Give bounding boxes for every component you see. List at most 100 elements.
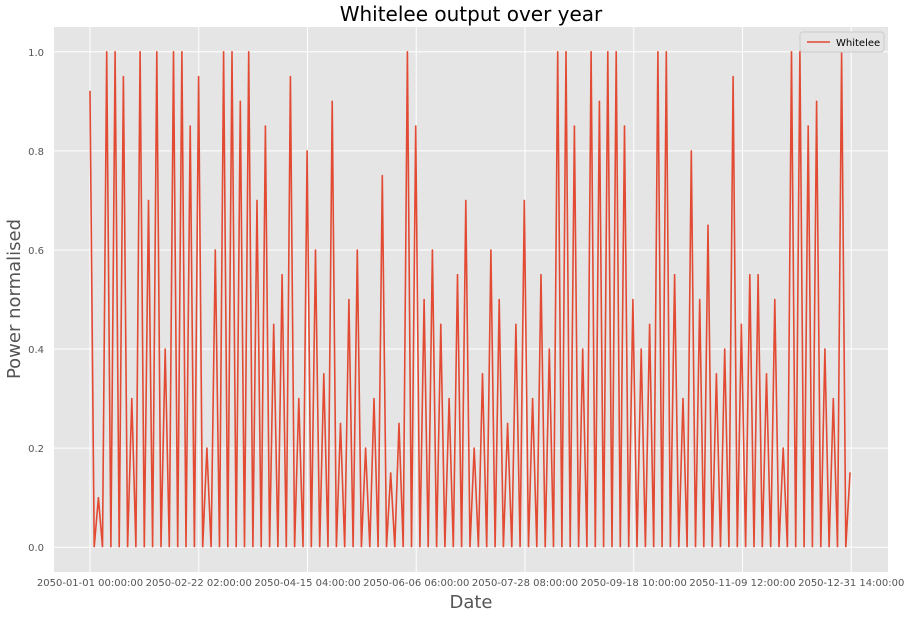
x-tick-label: 2050-12-31 14:00:00 xyxy=(798,578,904,589)
data-point xyxy=(289,75,292,78)
data-point xyxy=(298,397,300,400)
data-point xyxy=(657,51,659,53)
data-point xyxy=(239,100,242,103)
chart-title: Whitelee output over year xyxy=(340,2,603,26)
series-layer xyxy=(89,51,851,548)
data-point xyxy=(105,51,108,53)
data-point xyxy=(414,125,417,127)
data-point xyxy=(782,447,784,449)
data-point xyxy=(214,249,217,251)
data-point xyxy=(732,75,734,78)
data-point xyxy=(89,90,91,93)
data-point xyxy=(556,51,559,53)
y-tick-label: 0.6 xyxy=(28,246,44,257)
data-point xyxy=(189,125,191,127)
data-point xyxy=(231,51,233,53)
data-point xyxy=(565,51,567,53)
data-point xyxy=(131,397,133,400)
data-point xyxy=(423,298,425,301)
data-point xyxy=(389,472,392,474)
x-tick-label: 2050-09-18 10:00:00 xyxy=(581,578,687,589)
data-point xyxy=(774,298,776,301)
data-point xyxy=(122,75,125,78)
data-point xyxy=(690,150,693,152)
y-tick-label: 0.4 xyxy=(28,345,44,356)
data-point xyxy=(506,422,509,425)
data-point xyxy=(314,249,317,251)
data-point xyxy=(648,323,651,326)
data-point xyxy=(381,174,384,177)
data-point xyxy=(498,298,501,301)
data-point xyxy=(723,348,726,350)
data-point xyxy=(531,397,534,400)
x-tick-labels: 2050-01-01 00:00:00 2050-02-22 02:00:00 20… xyxy=(37,578,904,589)
data-point xyxy=(164,348,166,350)
data-point xyxy=(456,273,459,276)
data-point xyxy=(607,51,609,53)
data-point xyxy=(206,447,208,449)
data-point xyxy=(247,51,250,53)
data-point xyxy=(815,100,818,103)
data-point xyxy=(632,298,634,301)
data-point xyxy=(181,51,183,53)
data-point xyxy=(272,323,275,326)
data-point xyxy=(465,199,467,202)
data-point xyxy=(172,51,175,53)
data-point xyxy=(147,199,150,202)
data-point xyxy=(406,51,409,53)
data-point xyxy=(640,348,642,350)
data-point xyxy=(682,397,684,400)
series-line-whitelee xyxy=(89,51,851,548)
data-point xyxy=(256,199,258,202)
data-point xyxy=(373,397,375,400)
y-tick-labels: 0.0 0.2 0.4 0.6 0.8 1.0 xyxy=(28,48,44,554)
y-tick-label: 0.2 xyxy=(28,444,44,455)
data-point xyxy=(139,51,141,53)
data-point xyxy=(581,348,584,350)
data-point xyxy=(807,125,809,127)
data-point xyxy=(540,273,542,276)
data-point xyxy=(765,373,768,375)
data-point xyxy=(222,51,225,53)
data-point xyxy=(481,373,484,375)
data-point xyxy=(698,298,701,301)
data-point xyxy=(264,125,267,127)
data-point xyxy=(673,273,676,276)
data-point xyxy=(197,75,200,78)
data-point xyxy=(790,51,793,53)
data-point xyxy=(757,273,759,276)
data-point xyxy=(749,273,751,276)
data-point xyxy=(356,249,359,251)
data-point xyxy=(715,373,718,375)
data-point xyxy=(515,323,517,326)
data-point xyxy=(331,100,334,103)
data-point xyxy=(615,51,617,53)
data-point xyxy=(440,323,442,326)
x-tick-label: 2050-07-28 08:00:00 xyxy=(472,578,578,589)
data-point xyxy=(490,249,492,251)
x-tick-label: 2050-11-09 12:00:00 xyxy=(689,578,795,589)
data-point xyxy=(348,298,350,301)
data-point xyxy=(431,249,434,251)
data-point xyxy=(623,125,626,127)
data-point xyxy=(398,422,400,425)
data-point xyxy=(323,373,325,375)
y-tick-label: 0.0 xyxy=(28,543,44,554)
data-point xyxy=(849,472,851,474)
data-point xyxy=(824,348,826,350)
data-point xyxy=(97,496,100,499)
legend: Whitelee xyxy=(799,31,885,53)
data-point xyxy=(523,199,526,202)
data-point xyxy=(832,397,835,400)
data-point xyxy=(306,150,308,152)
x-tick-label: 2050-04-15 04:00:00 xyxy=(254,578,360,589)
data-point xyxy=(114,51,116,53)
data-point xyxy=(281,273,283,276)
data-point xyxy=(448,397,450,400)
x-tick-label: 2050-06-06 06:00:00 xyxy=(363,578,469,589)
data-point xyxy=(156,51,158,53)
data-point xyxy=(598,100,601,103)
data-point xyxy=(364,447,367,449)
data-point xyxy=(590,51,592,53)
